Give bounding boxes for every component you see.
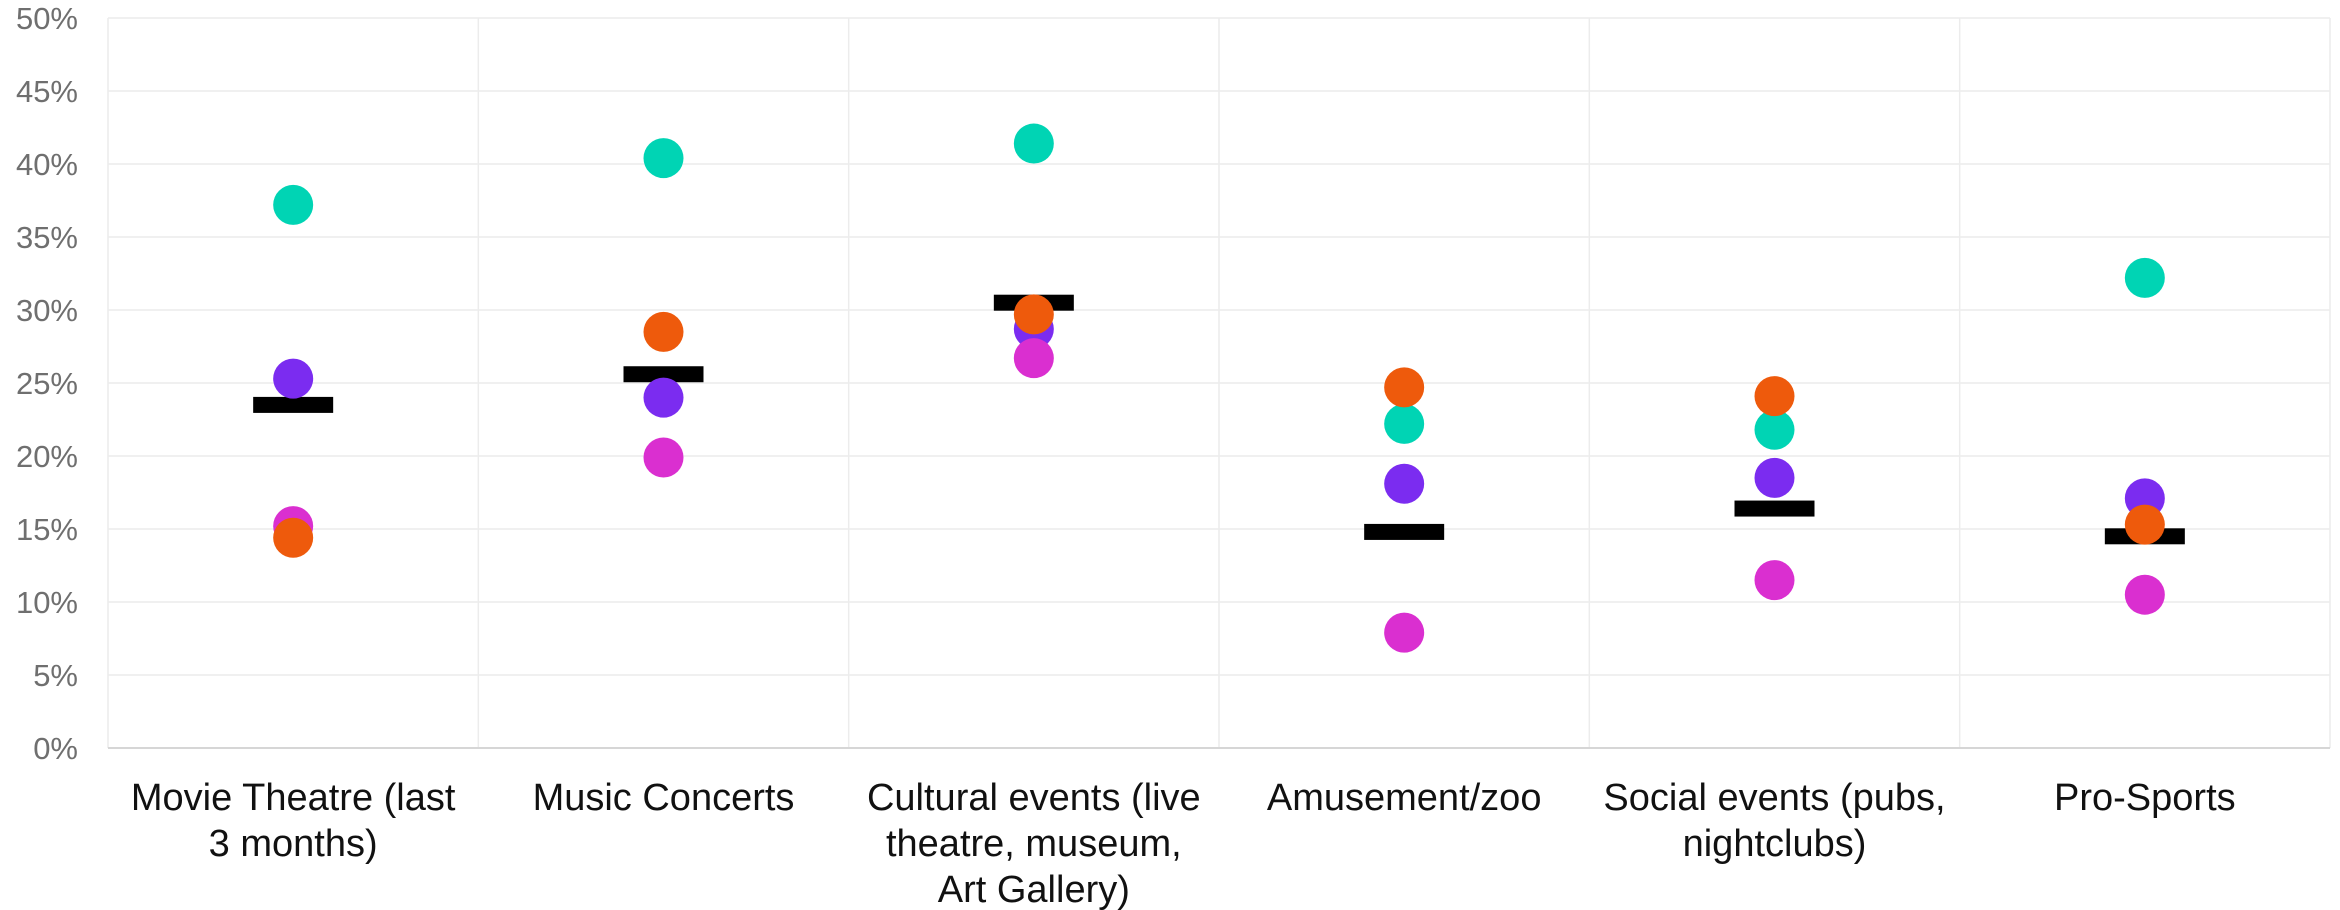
data-point-circle xyxy=(1384,463,1425,504)
y-tick-label: 45% xyxy=(16,74,78,109)
data-point-circle xyxy=(2124,257,2165,298)
x-category-label: Social events (pubs, nightclubs) xyxy=(1603,777,1945,865)
data-point-circle xyxy=(1384,367,1425,408)
y-tick-label: 30% xyxy=(16,293,78,328)
data-point-circle xyxy=(643,311,684,352)
data-point-circle xyxy=(643,377,684,418)
data-point-circle xyxy=(1754,409,1795,450)
x-category-label-line: nightclubs) xyxy=(1683,823,1867,865)
y-tick-label: 35% xyxy=(16,220,78,255)
data-point-circle xyxy=(1384,403,1425,444)
x-category-label: Movie Theatre (last 3 months) xyxy=(131,777,456,865)
x-category-label: Cultural events (live theatre, museum, Art… xyxy=(867,777,1201,910)
average-dash-mark xyxy=(1364,523,1445,540)
data-point-circle xyxy=(1013,338,1054,379)
average-dash-mark xyxy=(1734,500,1815,517)
data-marks xyxy=(253,123,2185,653)
y-tick-label: 20% xyxy=(16,439,78,474)
x-category-label-line: Pro-Sports xyxy=(2054,777,2236,819)
data-point-circle xyxy=(643,437,684,478)
average-dash-mark xyxy=(623,366,704,383)
y-tick-label: 25% xyxy=(16,366,78,401)
data-point-circle xyxy=(273,358,314,399)
y-tick-label: 5% xyxy=(33,658,78,693)
data-point-circle xyxy=(1754,560,1795,601)
x-category-label-line: 3 months) xyxy=(209,823,378,865)
gridlines xyxy=(107,17,2331,748)
x-category-label-line: Music Concerts xyxy=(533,777,795,819)
y-tick-label: 40% xyxy=(16,147,78,182)
data-point-circle xyxy=(273,517,314,558)
x-axis-category-labels: Movie Theatre (last 3 months) Music Concer… xyxy=(131,777,2236,910)
x-category-label-line: theatre, museum, xyxy=(886,823,1182,865)
x-category-label-line: Cultural events (live xyxy=(867,777,1201,819)
x-category-label-line: Amusement/zoo xyxy=(1267,777,1542,819)
data-point-circle xyxy=(2124,504,2165,545)
data-point-circle xyxy=(1013,294,1054,335)
y-tick-label: 15% xyxy=(16,512,78,547)
data-point-circle xyxy=(1754,376,1795,417)
x-category-label-line: Social events (pubs, xyxy=(1603,777,1945,819)
x-category-label: Music Concerts xyxy=(533,777,795,819)
y-axis-tick-labels: 0% 5% 10% 15% 20% 25% 30% 35% 40% 45% 50% xyxy=(16,1,78,766)
data-point-circle xyxy=(643,138,684,179)
data-point-circle xyxy=(273,184,314,225)
y-tick-label: 10% xyxy=(16,585,78,620)
data-point-circle xyxy=(1384,612,1425,653)
average-dash-mark xyxy=(253,396,334,413)
x-category-label: Pro-Sports xyxy=(2054,777,2236,819)
data-point-circle xyxy=(2124,574,2165,615)
x-category-label-line: Movie Theatre (last xyxy=(131,777,456,819)
x-category-label: Amusement/zoo xyxy=(1267,777,1542,819)
y-tick-label: 0% xyxy=(33,731,78,766)
y-tick-label: 50% xyxy=(16,1,78,36)
x-category-label-line: Art Gallery) xyxy=(938,869,1130,910)
data-point-circle xyxy=(1013,123,1054,164)
data-point-circle xyxy=(1754,457,1795,498)
